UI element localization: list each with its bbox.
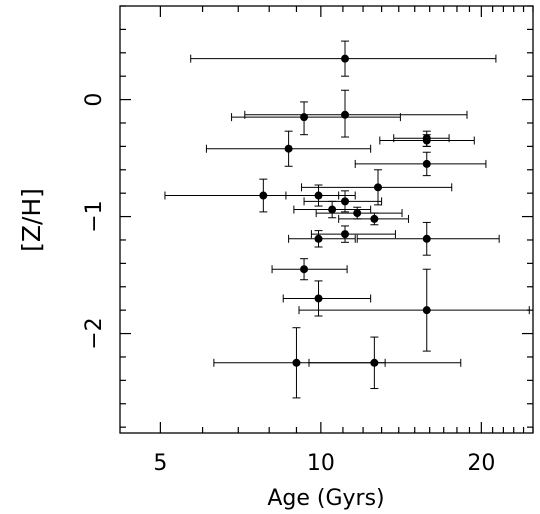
data-point [308,336,462,390]
data-point [282,280,372,317]
y-axis-label: [Z/H] [17,188,46,252]
data-point [244,89,468,138]
data-point [301,169,453,206]
point-marker [300,265,309,274]
point-marker [292,358,301,367]
point-marker [353,209,362,218]
data-point [271,258,348,281]
y-tick-label: −1 [82,200,107,232]
data-point [285,184,356,207]
point-marker [370,358,379,367]
data-point [356,221,500,256]
data-point [354,151,487,177]
point-marker [314,294,323,303]
x-axis-label: Age (Gyrs) [267,486,384,511]
x-tick-label: 20 [467,451,495,476]
point-marker [422,159,431,168]
data-point [310,225,396,243]
point-marker [422,234,431,243]
tick-labels: 5 10 20 0 −1 −2 [82,93,495,476]
point-marker [341,197,350,206]
data-point [190,40,497,77]
point-marker [370,214,379,223]
plot-frame [119,5,534,434]
x-tick-label: 5 [153,451,167,476]
point-marker [259,191,268,200]
point-marker [422,136,431,145]
data-point [288,230,356,248]
data-point [393,130,450,147]
y-tick-label: −2 [82,317,107,349]
data-point [231,101,401,136]
point-marker [314,191,323,200]
data-point [205,130,372,167]
point-marker [341,110,350,119]
point-marker [314,234,323,243]
data-point [338,212,409,226]
point-marker [341,230,350,239]
point-marker [374,183,383,192]
data-point [315,206,403,220]
point-marker [328,205,337,214]
y-tick-label: 0 [82,93,107,107]
data-point [303,190,383,213]
data-point [379,134,475,147]
point-marker [422,306,431,315]
data-point [298,268,530,352]
axis-ticks [120,5,534,433]
point-marker [341,54,350,63]
data-points [164,40,530,399]
x-tick-label: 10 [307,451,335,476]
point-marker [284,144,293,153]
